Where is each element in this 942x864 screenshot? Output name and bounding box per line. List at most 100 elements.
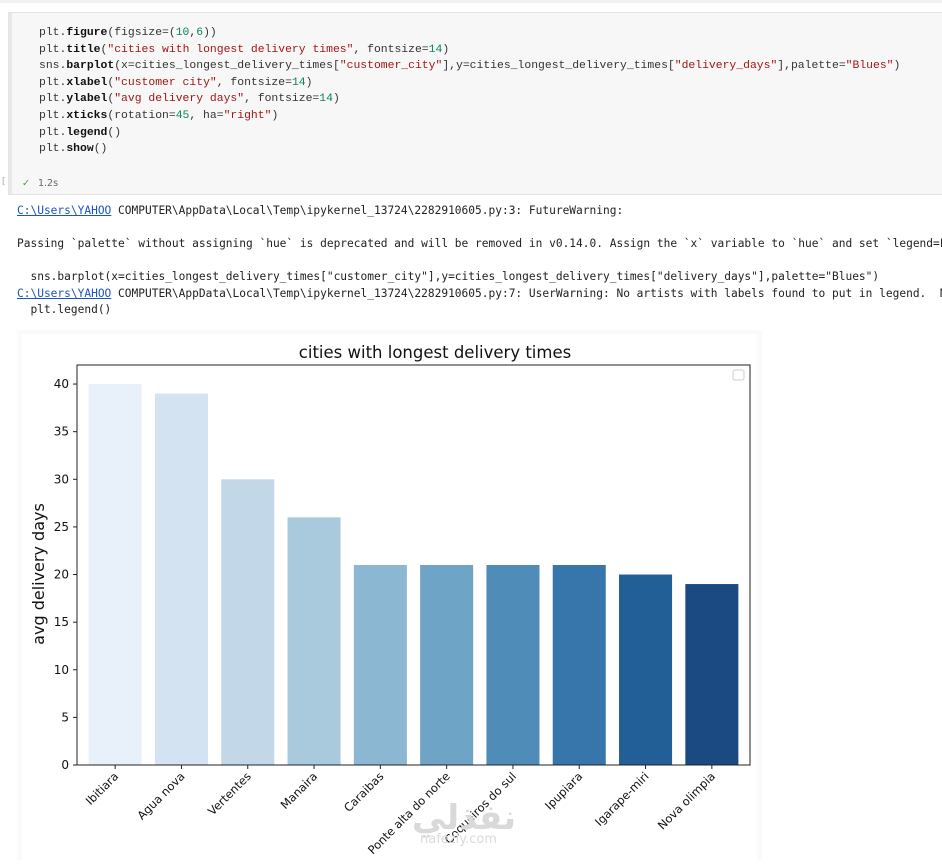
y-tick-label: 35	[54, 425, 69, 439]
code-token: barplot	[66, 60, 115, 73]
y-tick-label: 25	[54, 520, 69, 534]
code-token: ,	[189, 27, 197, 39]
code-token: legend	[66, 126, 108, 139]
bar	[552, 565, 606, 765]
y-tick-label: 15	[54, 615, 69, 629]
code-token: title	[66, 43, 101, 56]
x-tick-label: Nova olimpia	[655, 769, 718, 832]
code-token: 45	[175, 109, 190, 122]
bars-group	[88, 384, 739, 765]
x-tick-label: Ibitiara	[83, 769, 121, 807]
code-token: plt.	[39, 27, 67, 39]
code-token: 10	[175, 27, 190, 39]
file-path-link[interactable]: C:\Users\YAHOO	[17, 287, 112, 300]
code-token: ))	[203, 27, 217, 39]
code-token: ()	[107, 126, 122, 139]
code-token: "delivery_days"	[674, 60, 778, 73]
code-token: xlabel	[66, 76, 108, 89]
watermark-arabic: نفذلي	[412, 798, 517, 838]
bar	[287, 517, 341, 765]
bar	[88, 384, 142, 765]
file-path-link[interactable]: C:\Users\YAHOO	[17, 204, 112, 217]
code-token: "cities with longest delivery times"	[107, 43, 354, 56]
code-token: (rotation=	[107, 109, 176, 122]
code-token: )	[332, 93, 340, 106]
code-token: show	[66, 143, 94, 156]
code-token: "customer city"	[114, 76, 217, 89]
code-token: , fontsize=	[244, 93, 320, 106]
code-line: plt.xticks(rotation=45, ha="right")	[39, 108, 900, 125]
code-editor[interactable]: plt.figure(figsize=(10,6)) plt.title("cit…	[39, 25, 900, 158]
chart-title: cities with longest delivery times	[299, 343, 571, 362]
y-tick-label: 30	[54, 472, 69, 486]
code-token: ()	[93, 143, 108, 156]
code-token: plt.	[39, 76, 67, 89]
code-token: )	[271, 109, 279, 122]
bar	[619, 574, 673, 765]
y-ticks-group: 0 5 10 15 20 25 30 35 40	[54, 377, 77, 772]
check-icon: ✓	[22, 178, 30, 189]
code-token: , fontsize=	[216, 76, 292, 89]
code-token: "right"	[223, 109, 272, 122]
code-token: ],palette=	[777, 60, 846, 73]
top-divider	[0, 0, 942, 3]
warning-line-2: Passing `palette` without assigning `hue…	[17, 237, 942, 250]
x-ticks-group: Ibitiara Agua nova Vertentes Manaira Caraiba…	[83, 765, 718, 857]
warning-line-4: C:\Users\YAHOO COMPUTER\AppData\Local\Te…	[17, 287, 942, 300]
code-token: 14	[291, 76, 306, 89]
code-token: xticks	[66, 109, 108, 122]
code-token: (	[107, 76, 115, 89]
cell-status: ✓ 1.2s	[22, 178, 58, 189]
plot-output: cities with longest delivery times avg d…	[22, 334, 757, 860]
y-tick-label: 20	[54, 568, 69, 582]
code-token: "Blues"	[845, 60, 894, 73]
y-tick-label: 40	[54, 377, 69, 391]
code-line: sns.barplot(x=cities_longest_delivery_ti…	[39, 58, 900, 75]
code-token: plt.	[39, 109, 67, 122]
y-tick-label: 0	[61, 758, 69, 772]
code-cell[interactable]: plt.figure(figsize=(10,6)) plt.title("cit…	[8, 12, 942, 195]
code-token: ylabel	[66, 93, 108, 106]
code-token: figure	[66, 27, 108, 39]
plot-frame	[76, 364, 751, 766]
bar-chart: cities with longest delivery times avg d…	[29, 343, 751, 857]
y-axis-label: avg delivery days	[29, 503, 48, 645]
cell-gutter	[9, 13, 12, 194]
code-token: "avg delivery days"	[114, 93, 245, 106]
x-tick-label: Manaira	[278, 769, 321, 812]
y-tick-label: 10	[54, 663, 69, 677]
code-token: (	[107, 93, 115, 106]
code-token: 14	[428, 43, 443, 56]
code-token: ],y=cities_longest_delivery_times[	[442, 60, 675, 73]
code-token: plt.	[39, 143, 67, 156]
x-tick-label: Igarape-miri	[592, 769, 652, 829]
execution-time: 1.2s	[37, 178, 59, 189]
watermark: نفذلي nafezly.com	[412, 798, 516, 847]
warning-line-3: sns.barplot(x=cities_longest_delivery_ti…	[17, 270, 880, 283]
bar	[685, 584, 739, 765]
code-token: 14	[319, 93, 333, 106]
code-token: plt.	[39, 43, 67, 56]
code-line: plt.figure(figsize=(10,6))	[39, 25, 900, 42]
code-line: plt.ylabel("avg delivery days", fontsize…	[39, 91, 900, 108]
code-token: sns.	[39, 60, 67, 73]
code-token: )	[442, 43, 450, 56]
x-tick-label: Ipupiara	[542, 769, 585, 812]
code-token: , ha=	[189, 109, 224, 122]
code-line: plt.legend()	[39, 125, 900, 142]
code-token: "customer_city"	[339, 60, 443, 73]
bar	[420, 565, 474, 765]
warning-line-1: C:\Users\YAHOO COMPUTER\AppData\Local\Te…	[17, 204, 624, 217]
x-tick-label: Vertentes	[205, 769, 254, 818]
bar	[486, 565, 540, 765]
bar	[353, 565, 407, 765]
code-line: plt.title("cities with longest delivery …	[39, 42, 900, 59]
code-token: )	[305, 76, 313, 89]
execution-marker: [	[2, 177, 6, 187]
code-token: plt.	[39, 126, 67, 139]
code-token: (figsize=(	[107, 27, 176, 39]
code-token: )	[893, 60, 901, 73]
empty-legend-box	[732, 369, 745, 381]
code-token: (x=cities_longest_delivery_times[	[114, 60, 340, 73]
code-line: plt.xlabel("customer city", fontsize=14)	[39, 75, 900, 92]
